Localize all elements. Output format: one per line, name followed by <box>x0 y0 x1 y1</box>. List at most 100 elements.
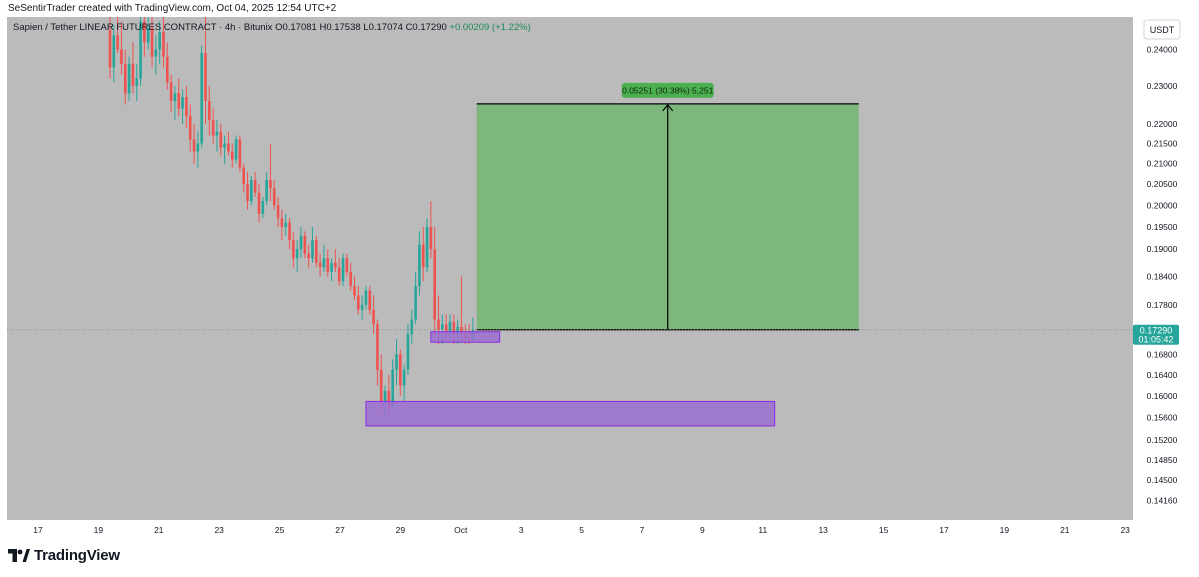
candle <box>265 171 268 206</box>
candle-body <box>123 63 127 94</box>
candle <box>345 253 349 277</box>
candle-body <box>414 285 417 320</box>
candle-body <box>108 30 112 68</box>
price-tick: 0.20000 <box>1147 200 1178 210</box>
candle <box>357 285 360 315</box>
candle-body <box>166 56 169 83</box>
price-tick: 0.16800 <box>1147 349 1178 359</box>
candle-body <box>448 321 452 332</box>
candle <box>337 258 341 286</box>
candle-body <box>337 267 341 282</box>
candle <box>353 276 356 301</box>
candle <box>314 235 318 268</box>
time-tick: 15 <box>879 525 889 535</box>
candle <box>211 108 215 144</box>
candle <box>269 143 272 202</box>
range-label-box <box>621 82 714 98</box>
tradingview-brand[interactable]: TradingView <box>8 547 120 564</box>
candle <box>341 253 345 286</box>
candle-body <box>276 205 280 219</box>
candle-body <box>208 100 211 120</box>
candle-body <box>372 309 375 325</box>
candle <box>280 209 284 241</box>
candle <box>139 14 142 86</box>
candle-body <box>307 253 310 259</box>
candle-body <box>391 369 394 407</box>
price-tick: 0.19500 <box>1147 222 1178 232</box>
price-tick: 0.15200 <box>1147 435 1178 445</box>
candle-body <box>387 390 391 407</box>
candle <box>303 231 307 259</box>
candle <box>146 14 150 50</box>
candle-body <box>441 324 444 330</box>
candle <box>399 349 402 397</box>
candle <box>414 271 417 325</box>
candle-body <box>418 244 421 286</box>
price-tick: 0.22000 <box>1147 119 1178 129</box>
candle <box>230 143 234 168</box>
chart-area[interactable]: 0.05251 (30.38%) 5,251 Sapien / Tether L… <box>7 14 1192 538</box>
candle-body <box>250 180 253 202</box>
candle-body <box>246 184 249 202</box>
candle-body <box>334 262 337 268</box>
legend-change: +0.00209 (+1.22%) <box>449 22 530 33</box>
candle-body <box>421 244 425 268</box>
candle <box>154 35 158 75</box>
time-tick: 21 <box>154 525 164 535</box>
annotations-layer[interactable]: 0.05251 (30.38%) 5,251 <box>365 82 859 427</box>
candle <box>234 135 238 164</box>
candle <box>143 14 146 57</box>
legend-open: O0.17081 <box>275 22 317 33</box>
currency-button[interactable]: USDT <box>1143 19 1181 40</box>
demand-zone-upper[interactable] <box>430 331 501 343</box>
candle <box>372 295 375 335</box>
candle <box>410 309 414 345</box>
price-tick: 0.14500 <box>1147 475 1178 485</box>
candle <box>261 196 265 219</box>
demand-zone-lower[interactable] <box>365 400 776 427</box>
chart-svg[interactable]: 0.05251 (30.38%) 5,251 Sapien / Tether L… <box>7 14 1192 538</box>
candle <box>162 14 165 68</box>
candle-body <box>299 235 303 250</box>
candle <box>185 85 188 128</box>
range-arrow-head-icon <box>662 103 674 112</box>
candle <box>326 249 330 277</box>
legend-close: C0.17290 <box>406 22 447 33</box>
candle-body <box>364 290 368 305</box>
candle <box>177 78 181 117</box>
candle-body <box>295 249 299 259</box>
candle <box>364 285 368 310</box>
candle-body <box>349 271 352 286</box>
candle-body <box>162 31 165 57</box>
candle-body <box>234 139 238 160</box>
candle <box>406 324 410 375</box>
candle <box>368 285 372 315</box>
candle-body <box>272 188 276 206</box>
candle <box>299 226 303 259</box>
time-tick: 11 <box>758 525 767 535</box>
time-tick: 5 <box>579 525 584 535</box>
price-axis[interactable] <box>1133 17 1192 538</box>
candle-body <box>158 31 161 50</box>
candle-body <box>135 78 139 86</box>
candle <box>192 123 196 164</box>
candle <box>116 14 119 54</box>
time-tick: 19 <box>94 525 104 535</box>
candle-body <box>219 131 223 148</box>
price-tick: 0.17800 <box>1147 300 1178 310</box>
candle <box>181 89 184 124</box>
last-price-tag: 0.17290 01:05:42 <box>1133 324 1179 345</box>
price-tick: 0.15600 <box>1147 413 1178 423</box>
candle <box>169 74 173 113</box>
time-tick: 7 <box>640 525 645 535</box>
candle-body <box>261 201 265 214</box>
candle-body <box>204 53 207 101</box>
candle <box>318 253 322 277</box>
price-tick: 0.16400 <box>1147 370 1178 380</box>
candle-body <box>314 240 318 263</box>
candle-body <box>402 369 406 386</box>
price-axis-ticks: 0.24000 0.23000 0.22000 0.21500 0.21000 0.205… <box>1147 44 1178 505</box>
candle-body <box>429 226 433 250</box>
candle <box>196 131 200 168</box>
time-axis[interactable] <box>7 520 1133 538</box>
